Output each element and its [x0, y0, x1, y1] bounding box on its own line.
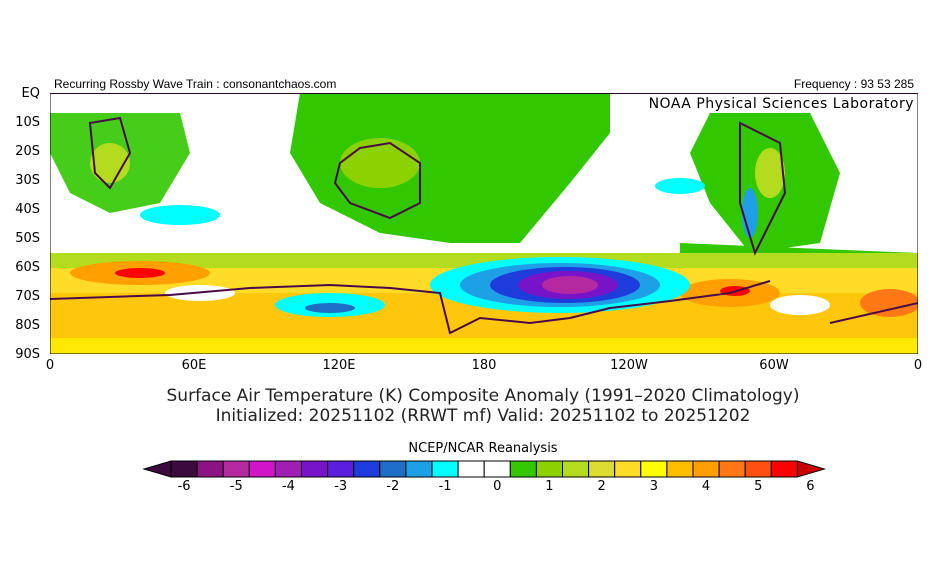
- colorbar-tick-label: -6: [177, 479, 191, 494]
- colorbar-box: [509, 460, 537, 478]
- lat-label: 10S: [15, 115, 40, 130]
- lon-label: 0: [913, 358, 923, 373]
- colorbar-box: [327, 460, 355, 478]
- lab-label: NOAA Physical Sciences Laboratory: [648, 96, 914, 112]
- colorbar-over-arrow: [796, 460, 827, 478]
- colorbar-box: [353, 460, 381, 478]
- colorbar-box: [692, 460, 720, 478]
- lat-label: 90S: [15, 347, 40, 362]
- colorbar-box: [196, 460, 224, 478]
- colorbar-box: [744, 460, 772, 478]
- lat-label: 20S: [15, 144, 40, 159]
- colorbar-box: [614, 460, 642, 478]
- colorbar-under-arrow: [142, 460, 172, 478]
- title-line-2: Initialized: 20251102 (RRWT mf) Valid: 2…: [215, 406, 751, 426]
- lat-label: EQ: [21, 86, 40, 101]
- source-label: Recurring Rossby Wave Train : consonantc…: [54, 77, 337, 91]
- colorbar-box: [457, 460, 485, 478]
- colorbar-box: [640, 460, 668, 478]
- colorbar-tick-label: -1: [438, 479, 452, 494]
- colorbar-box: [535, 460, 563, 478]
- colorbar-box: [379, 460, 407, 478]
- frequency-label: Frequency : 93 53 285: [793, 77, 914, 91]
- colorbar-box: [770, 460, 798, 478]
- colorbar-box: [301, 460, 329, 478]
- colorbar-box: [170, 460, 198, 478]
- colorbar-tick-label: -5: [229, 479, 243, 494]
- colorbar-tick-label: -3: [334, 479, 348, 494]
- lon-label: 0: [45, 358, 55, 373]
- colorbar-box: [248, 460, 276, 478]
- colorbar-tick-label: 0: [493, 479, 502, 494]
- lon-label: 60E: [181, 358, 207, 373]
- lon-label: 60W: [759, 358, 789, 373]
- lat-label: 60S: [15, 260, 40, 275]
- colorbar-tick-label: 4: [701, 479, 711, 494]
- colorbar-tick-label: 1: [545, 479, 554, 494]
- colorbar-title: NCEP/NCAR Reanalysis: [408, 441, 558, 456]
- lon-label: 180: [471, 358, 497, 373]
- colorbar-tick-label: 3: [649, 479, 658, 494]
- lat-label: 50S: [15, 231, 40, 246]
- colorbar-tick-label: 2: [597, 479, 606, 494]
- anomaly-map: [50, 93, 918, 354]
- colorbar-tick-label: 6: [806, 479, 815, 494]
- colorbar-box: [431, 460, 459, 478]
- lon-label: 120E: [322, 358, 356, 373]
- colorbar-box: [718, 460, 746, 478]
- colorbar-box: [588, 460, 616, 478]
- coastlines: [50, 116, 918, 335]
- colorbar-box: [562, 460, 590, 478]
- colorbar-box: [274, 460, 302, 478]
- lat-label: 80S: [15, 318, 40, 333]
- lat-label: 30S: [15, 173, 40, 188]
- lat-label: 70S: [15, 289, 40, 304]
- colorbar-box: [222, 460, 250, 478]
- anomaly-field: [50, 93, 918, 354]
- colorbar-box: [666, 460, 694, 478]
- lat-label: 40S: [15, 202, 40, 217]
- lon-label: 120W: [610, 358, 648, 373]
- colorbar-tick-label: 5: [754, 479, 763, 494]
- colorbar-box: [405, 460, 433, 478]
- colorbar-box: [483, 460, 511, 478]
- colorbar: [142, 460, 827, 478]
- colorbar-tick-label: -4: [281, 479, 295, 494]
- colorbar-tick-label: -2: [386, 479, 400, 494]
- title-line-1: Surface Air Temperature (K) Composite An…: [166, 386, 800, 406]
